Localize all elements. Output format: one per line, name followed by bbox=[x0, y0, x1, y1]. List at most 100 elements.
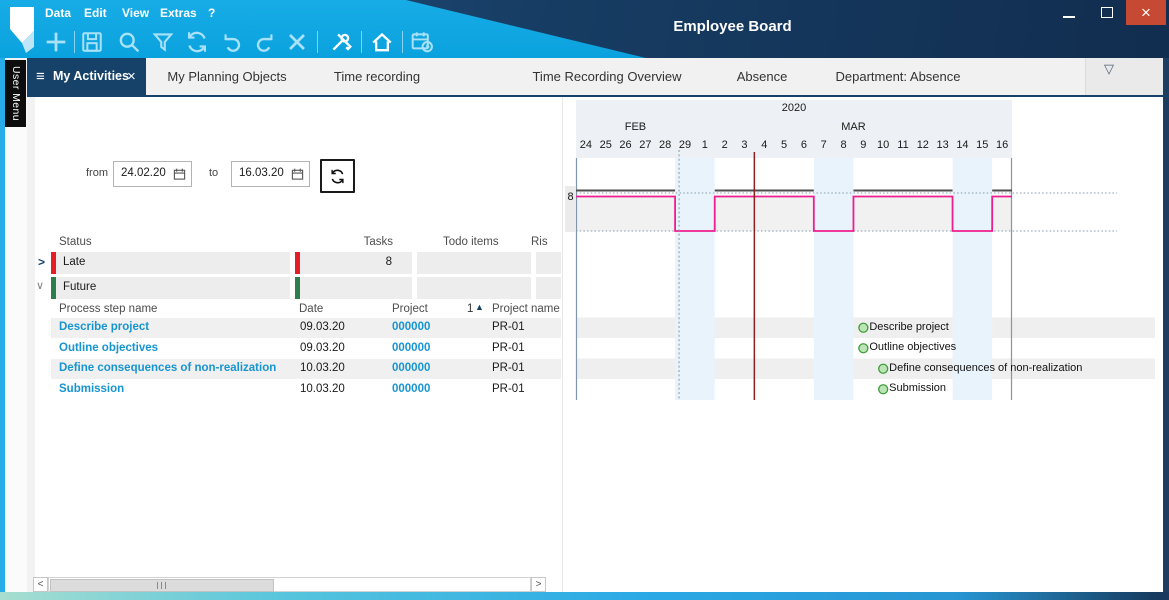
workload-fill bbox=[992, 197, 1012, 232]
weekend-band bbox=[814, 158, 854, 400]
tab-department-absence[interactable]: Department: Absence bbox=[835, 58, 960, 95]
milestone-icon[interactable] bbox=[879, 385, 888, 394]
save-icon[interactable] bbox=[78, 28, 106, 56]
group-label: Late bbox=[63, 256, 85, 268]
milestone-icon[interactable] bbox=[859, 323, 868, 332]
calendar-icon[interactable] bbox=[173, 167, 186, 186]
window-right-border bbox=[1163, 58, 1169, 593]
gantt-day-label: 12 bbox=[913, 139, 933, 154]
tab-time-recording[interactable]: Time recording bbox=[334, 58, 420, 95]
col-process-step-name[interactable]: Process step name bbox=[59, 303, 157, 315]
undo-icon[interactable] bbox=[218, 28, 246, 56]
workload-fill bbox=[853, 197, 952, 232]
toolbar-separator bbox=[317, 31, 318, 53]
project-link[interactable]: 000000 bbox=[392, 342, 430, 354]
sort-indicator[interactable]: 1 bbox=[467, 303, 473, 315]
refresh-button[interactable] bbox=[320, 159, 355, 193]
filter-icon[interactable] bbox=[149, 28, 177, 56]
date-cell: 09.03.20 bbox=[300, 342, 345, 354]
gantt-day-label: 25 bbox=[596, 139, 616, 154]
sort-asc-icon[interactable]: ▲ bbox=[475, 302, 484, 312]
group-row-late[interactable]: Late bbox=[51, 252, 290, 274]
user-menu-tab[interactable]: User Menu bbox=[5, 60, 26, 127]
group-future-risks-cell bbox=[536, 277, 561, 299]
gantt-day-label: 16 bbox=[992, 139, 1012, 154]
left-rail bbox=[5, 95, 27, 592]
to-date-input[interactable]: 16.03.20 bbox=[231, 161, 310, 187]
gantt-day-label: 28 bbox=[655, 139, 675, 154]
gantt-day-label: 13 bbox=[933, 139, 953, 154]
col-status[interactable]: Status bbox=[59, 236, 92, 248]
milestone-icon[interactable] bbox=[859, 344, 868, 353]
project-name-cell: PR-01 bbox=[492, 342, 525, 354]
minimize-button[interactable] bbox=[1050, 0, 1088, 25]
calendar-clock-icon[interactable] bbox=[408, 28, 436, 56]
close-button[interactable]: × bbox=[1126, 0, 1166, 25]
project-link[interactable]: 000000 bbox=[392, 383, 430, 395]
col-todo-items[interactable]: Todo items bbox=[443, 236, 499, 248]
project-name-cell: PR-01 bbox=[492, 383, 525, 395]
menu-edit[interactable]: Edit bbox=[84, 5, 107, 22]
gantt-day-label: 2 bbox=[715, 139, 735, 154]
redo-icon[interactable] bbox=[251, 28, 279, 56]
home-icon[interactable] bbox=[368, 28, 396, 56]
delete-icon[interactable] bbox=[283, 28, 311, 56]
gantt-day-label: 14 bbox=[953, 139, 973, 154]
project-link[interactable]: 000000 bbox=[392, 362, 430, 374]
milestone-label: Define consequences of non-realization bbox=[889, 362, 1082, 376]
project-name-cell: PR-01 bbox=[492, 362, 525, 374]
col-tasks[interactable]: Tasks bbox=[298, 236, 393, 248]
process-step-link[interactable]: Define consequences of non-realization bbox=[59, 362, 276, 374]
group-label: Future bbox=[63, 281, 96, 293]
collapse-chevron-icon[interactable]: ∨ bbox=[36, 279, 44, 292]
scrollbar-track[interactable] bbox=[48, 577, 531, 592]
hamburger-icon[interactable]: ≡ bbox=[36, 67, 45, 87]
tab-close-icon[interactable]: × bbox=[127, 67, 136, 87]
maximize-button[interactable] bbox=[1088, 0, 1126, 25]
tab-overflow-zone bbox=[1085, 58, 1164, 95]
process-step-link[interactable]: Submission bbox=[59, 383, 124, 395]
menu-extras[interactable]: Extras bbox=[160, 5, 197, 22]
menu-data[interactable]: Data bbox=[45, 5, 71, 22]
scroll-right-button[interactable]: > bbox=[531, 577, 546, 592]
window-left-border bbox=[0, 58, 5, 593]
process-step-link[interactable]: Describe project bbox=[59, 321, 149, 333]
add-icon[interactable] bbox=[42, 28, 70, 56]
col-project-name[interactable]: Project name bbox=[492, 303, 560, 315]
gantt-day-label: 8 bbox=[834, 139, 854, 154]
col-date[interactable]: Date bbox=[299, 303, 323, 315]
calendar-icon[interactable] bbox=[291, 167, 304, 186]
menu-view[interactable]: View bbox=[122, 5, 149, 22]
group-row-future[interactable]: Future bbox=[51, 277, 290, 299]
refresh-icon bbox=[328, 167, 347, 186]
search-icon[interactable] bbox=[115, 28, 143, 56]
close-icon: × bbox=[1141, 1, 1151, 24]
tab-absence[interactable]: Absence bbox=[737, 58, 788, 95]
menu-help[interactable]: ? bbox=[208, 5, 215, 22]
scrollbar-thumb[interactable] bbox=[50, 579, 274, 592]
tab-my-planning-objects[interactable]: My Planning Objects bbox=[167, 58, 286, 95]
date-cell: 09.03.20 bbox=[300, 321, 345, 333]
status-color-bar bbox=[295, 277, 300, 299]
grip-icon bbox=[161, 582, 162, 589]
toolbar-separator bbox=[402, 31, 403, 53]
tools-icon[interactable] bbox=[327, 28, 355, 56]
tab-dropdown-icon[interactable]: ▽ bbox=[1104, 61, 1114, 77]
gantt-chart bbox=[560, 97, 1169, 577]
col-project[interactable]: Project bbox=[392, 303, 428, 315]
col-risks[interactable]: Ris bbox=[531, 236, 548, 248]
gantt-day-label: 3 bbox=[735, 139, 755, 154]
milestone-icon[interactable] bbox=[879, 364, 888, 373]
from-date-input[interactable]: 24.02.20 bbox=[113, 161, 192, 187]
sync-icon[interactable] bbox=[183, 28, 211, 56]
process-step-link[interactable]: Outline objectives bbox=[59, 342, 158, 354]
group-late-tasks-cell: 8 bbox=[295, 252, 412, 274]
expand-chevron-icon[interactable]: > bbox=[38, 255, 45, 269]
scroll-left-button[interactable]: < bbox=[33, 577, 48, 592]
from-date-value: 24.02.20 bbox=[121, 167, 166, 179]
date-cell: 10.03.20 bbox=[300, 383, 345, 395]
date-cell: 10.03.20 bbox=[300, 362, 345, 374]
tab-time-recording-overview[interactable]: Time Recording Overview bbox=[532, 58, 681, 95]
gantt-day-label: 29 bbox=[675, 139, 695, 154]
project-link[interactable]: 000000 bbox=[392, 321, 430, 333]
